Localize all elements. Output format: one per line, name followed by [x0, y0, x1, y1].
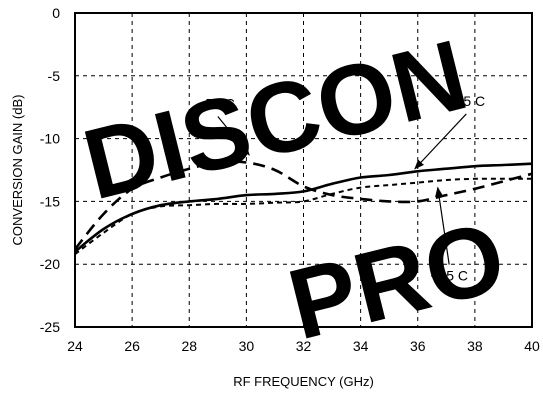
y-tick-label: -10 — [40, 131, 60, 147]
x-tick-label: 24 — [67, 338, 83, 354]
watermark-text: DISCON — [73, 19, 477, 222]
y-axis-title: CONVERSION GAIN (dB) — [10, 95, 25, 246]
y-tick-label: -25 — [40, 319, 60, 335]
x-tick-label: 32 — [296, 338, 312, 354]
x-tick-label: 28 — [181, 338, 197, 354]
annotation-label: -55 C — [201, 95, 235, 111]
x-axis-title: RF FREQUENCY (GHz) — [233, 374, 374, 389]
x-tick-label: 30 — [239, 338, 255, 354]
x-tick-label: 26 — [124, 338, 140, 354]
annotation-label: +25 C — [447, 93, 485, 109]
x-tick-label: 40 — [524, 338, 540, 354]
x-tick-label: 36 — [410, 338, 426, 354]
y-tick-label: -5 — [48, 68, 61, 84]
y-tick-label: -20 — [40, 256, 60, 272]
y-tick-label: 0 — [52, 5, 60, 21]
y-tick-label: -15 — [40, 193, 60, 209]
annotation-label: +85 C — [430, 268, 468, 284]
x-tick-label: 34 — [353, 338, 369, 354]
x-tick-label: 38 — [467, 338, 483, 354]
